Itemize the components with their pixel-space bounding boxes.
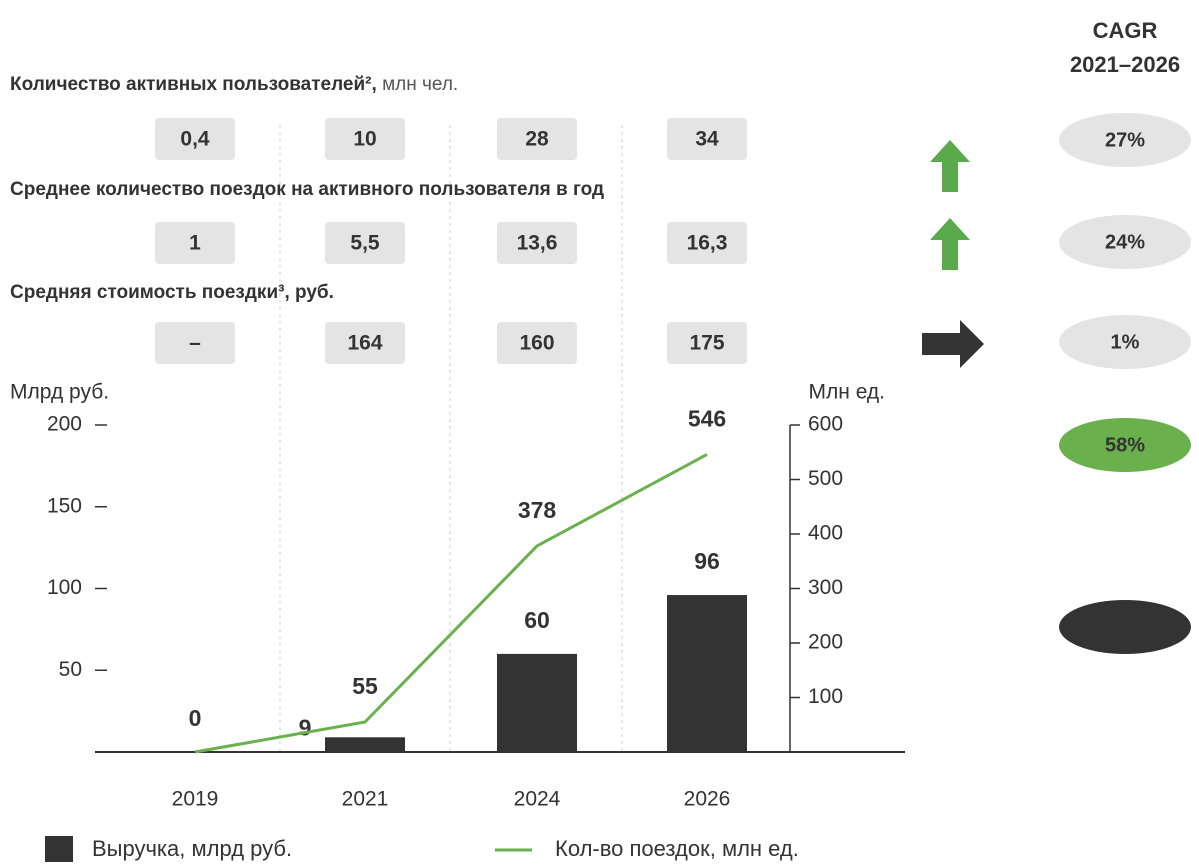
bar [667,595,747,752]
legend-label: Кол-во поездок, млн ед. [555,836,799,861]
metric-box [497,222,577,264]
y2-tick-label: 500 [808,467,843,490]
line [194,453,708,754]
x-tick-label: 2021 [342,788,389,811]
metric-box [497,118,577,160]
metric-value: 160 [519,332,554,355]
cagr-value: 24% [1105,231,1145,253]
metric-value: – [189,332,201,355]
metric-box [325,222,405,264]
line-label: 378 [518,497,557,523]
y-tick-label: 200 [47,413,82,436]
metric-box [497,322,577,364]
metric-box [325,322,405,364]
y2-tick-label: 600 [808,413,843,436]
line-label: 55 [352,673,378,699]
cagr-title: CAGR [1093,18,1158,43]
metric-value: 13,6 [517,232,558,255]
bar-label: 96 [694,548,720,574]
metric-unit: млн чел. [382,74,458,95]
metric-box [155,322,235,364]
metric-title: Количество активных пользователей², млн … [10,74,458,95]
metric-title-text: Среднее количество поездок на активного … [10,179,604,200]
cagr-badge [1059,418,1191,472]
metric-box [325,118,405,160]
metric-title: Средняя стоимость поездки³, руб. [10,282,334,303]
y2-tick-label: 200 [808,631,843,654]
y2-tick-label: 400 [808,522,843,545]
cagr-value: 27% [1105,129,1145,151]
metric-value: 164 [347,332,382,355]
cagr-badge [1059,215,1191,269]
y-tick-label: 50 [59,658,82,681]
metric-value: 1 [189,232,201,255]
y-tick-label: 150 [47,494,82,517]
x-tick-label: 2026 [684,788,731,811]
bar-label: 60 [524,607,550,633]
cagr-value: 60% [1105,616,1145,638]
cagr-value: 58% [1105,434,1145,456]
metric-box [667,118,747,160]
bar [325,737,405,752]
metric-box [667,322,747,364]
legend-label: Выручка, млрд руб. [92,836,292,861]
cagr-badge [1059,113,1191,167]
cagr-badge [1059,315,1191,369]
bar [497,653,577,752]
x-tick-label: 2019 [172,788,219,811]
metric-box [155,222,235,264]
metric-title: Среднее количество поездок на активного … [10,179,604,200]
metric-title-text: Количество активных пользователей², [10,74,377,95]
arrow-right [922,320,984,368]
y-axis-title: Млрд руб. [10,381,109,404]
bar-label: 9 [299,714,312,740]
y2-tick-label: 300 [808,576,843,599]
metric-value: 0,4 [180,128,210,151]
metric-value: 10 [353,128,376,151]
cagr-value: 1% [1111,331,1140,353]
y-tick-label: 100 [47,576,82,599]
cagr-period: 2021–2026 [1070,52,1180,77]
cagr-badge [1059,600,1191,654]
metric-box [155,118,235,160]
legend-swatch [45,836,73,862]
y2-axis-title: Млн ед. [809,381,885,404]
metric-value: 5,5 [350,232,380,255]
arrow-up [930,218,970,270]
y2-tick-label: 100 [808,685,843,708]
metric-value: 34 [695,128,719,151]
x-tick-label: 2024 [514,788,561,811]
metric-value: 28 [525,128,549,151]
arrow-up [930,140,970,192]
metric-value: 175 [689,332,724,355]
line-label: 546 [688,406,726,432]
bar-label: 0 [189,705,202,731]
metric-title-text: Средняя стоимость поездки³, руб. [10,282,334,303]
metric-box [667,222,747,264]
metric-value: 16,3 [687,232,728,255]
